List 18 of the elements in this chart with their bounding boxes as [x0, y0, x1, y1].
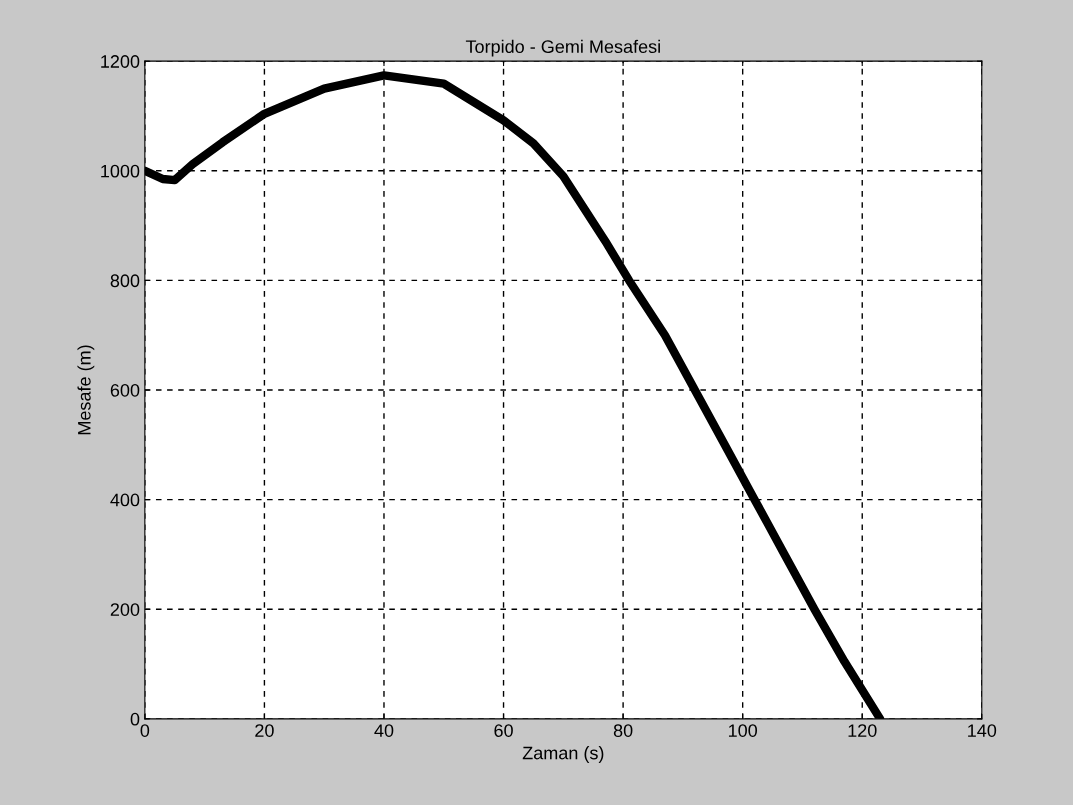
x-axis-title: Zaman (s): [522, 746, 604, 763]
x-tick-label: 120: [848, 724, 877, 737]
y-tick-label: 0: [130, 712, 140, 726]
y-tick-label: 200: [110, 603, 140, 616]
y-axis-title: Mesafe (m): [77, 345, 95, 435]
chart-title: Torpido - Gemi Mesafesi: [465, 39, 660, 57]
y-tick-label: 1000: [101, 164, 140, 178]
x-tick-label: 20: [255, 724, 274, 737]
x-tick-label: 60: [494, 724, 513, 737]
x-tick-label: 80: [613, 724, 633, 737]
y-tick-label: 800: [110, 274, 140, 288]
x-tick-label: 100: [728, 724, 758, 737]
x-tick-label: 140: [968, 724, 997, 737]
x-tick-label: 40: [374, 724, 394, 737]
y-tick-label: 400: [110, 493, 140, 507]
x-tick-label: 0: [140, 724, 150, 737]
y-tick-label: 1200: [101, 55, 140, 68]
y-tick-label: 600: [110, 383, 140, 397]
